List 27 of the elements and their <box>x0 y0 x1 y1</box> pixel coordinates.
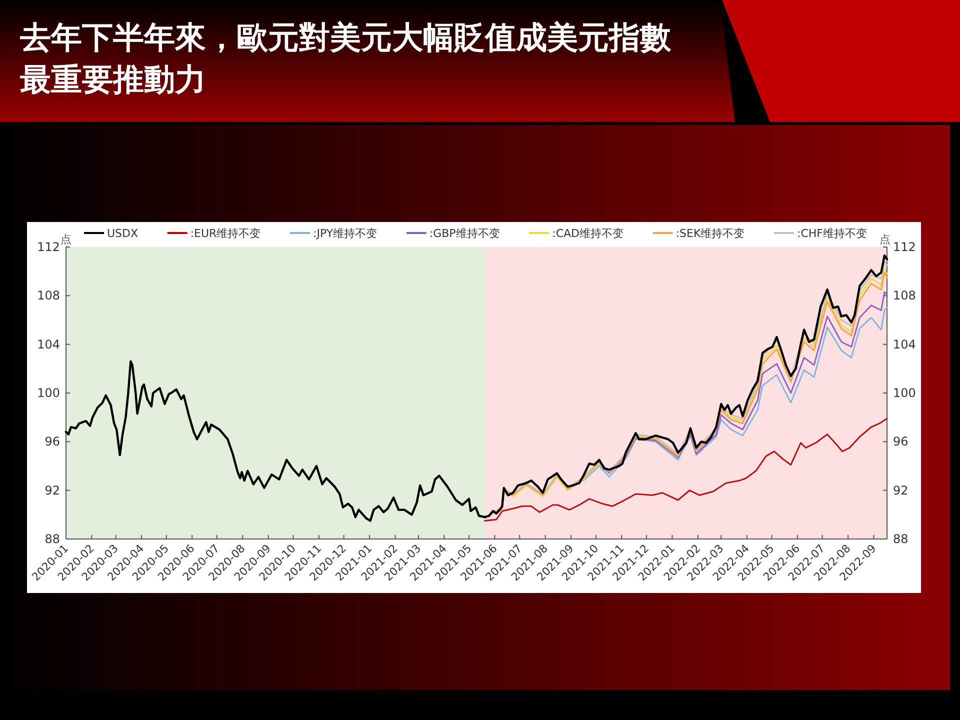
y-tick-label: 108 <box>37 288 60 303</box>
legend-label: :SEK维持不变 <box>676 227 745 240</box>
legend-label: :JPY维持不变 <box>313 227 378 240</box>
y2-tick-label: 112 <box>893 240 916 254</box>
y-tick-label: 88 <box>44 532 60 546</box>
y2-tick-label: 96 <box>893 434 908 449</box>
legend-label: :CHF维持不变 <box>797 227 867 240</box>
legend-label: :EUR维持不变 <box>190 227 261 240</box>
legend-label: :GBP维持不变 <box>429 227 500 240</box>
y2-tick-label: 100 <box>893 386 916 400</box>
y2-axis-title: 点 <box>880 233 890 246</box>
y2-tick-label: 88 <box>893 532 908 546</box>
y-axis-title: 点 <box>60 233 72 246</box>
y-tick-label: 104 <box>37 337 60 352</box>
chart-title: 去年下半年來，歐元對美元大幅貶值成美元指數最重要推動力 <box>19 20 672 98</box>
y2-tick-label: 108 <box>893 288 916 303</box>
line-series <box>582 307 888 482</box>
y-tick-label: 100 <box>37 386 60 400</box>
y2-tick-label: 104 <box>893 337 916 352</box>
legend-label: :CAD维持不变 <box>552 227 624 240</box>
line-series <box>64 254 888 522</box>
line-series <box>484 418 888 522</box>
y-tick-label: 96 <box>44 434 60 449</box>
legend-label: USDX <box>107 227 139 240</box>
y-tick-label: 92 <box>44 483 60 498</box>
y-tick-label: 112 <box>37 240 60 254</box>
y2-tick-label: 92 <box>893 483 908 498</box>
